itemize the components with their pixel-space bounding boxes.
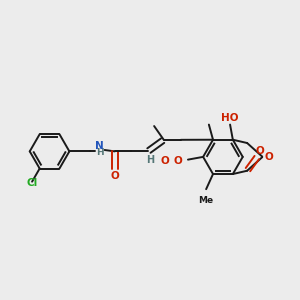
Text: HO: HO xyxy=(221,113,239,123)
Text: Cl: Cl xyxy=(26,178,38,188)
Text: O: O xyxy=(264,152,273,162)
Text: O: O xyxy=(256,146,265,156)
Text: H: H xyxy=(146,154,154,165)
Text: O: O xyxy=(174,156,183,166)
Text: N: N xyxy=(95,141,104,152)
Text: H: H xyxy=(96,148,104,157)
Text: O: O xyxy=(110,171,119,181)
Text: Me: Me xyxy=(199,196,214,205)
Text: O: O xyxy=(160,156,169,166)
